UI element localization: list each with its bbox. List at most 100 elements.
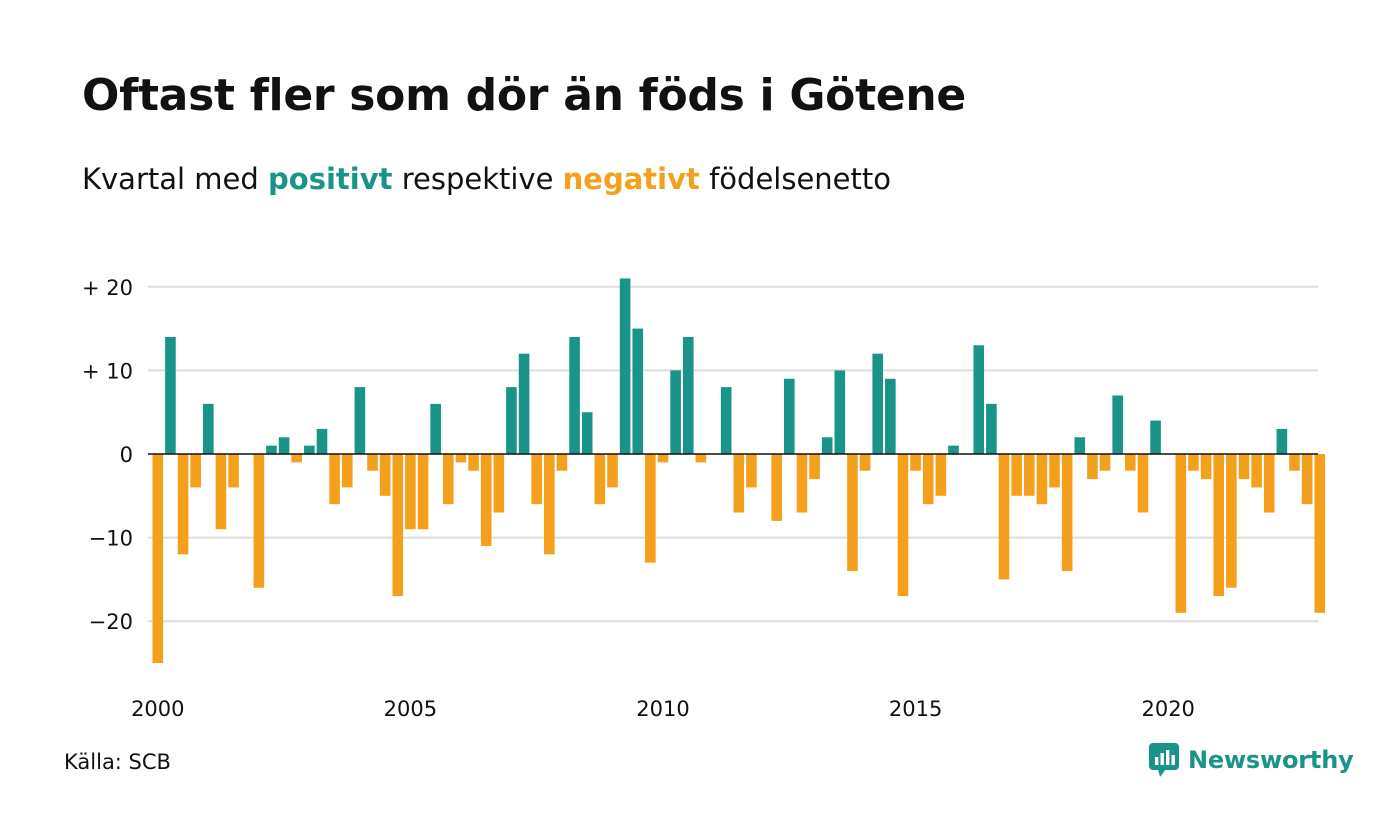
bar [847,454,858,572]
source-note: Källa: SCB [64,750,171,774]
bar [556,454,568,471]
y-tick-label: −10 [89,527,133,551]
y-axis-labels: + 20 + 10 0 −10 −20 [82,276,133,634]
bar [821,437,833,454]
bar [897,454,909,597]
bar [1301,454,1313,505]
bar [594,454,606,505]
bar [1087,454,1098,480]
bar [1061,454,1073,572]
bar [1188,454,1199,471]
bar [442,454,454,505]
bar [1200,454,1212,480]
bar [392,454,404,597]
bar [531,454,542,505]
bar [784,378,795,454]
bar [1036,454,1048,505]
bar [1074,437,1086,454]
bar [746,454,757,488]
bar [581,412,593,454]
bar [190,454,201,488]
bar [910,454,921,471]
subtitle-negative-word: negativt [562,162,700,196]
bar [885,378,896,454]
bar [316,428,328,454]
bar [341,454,353,488]
bar [720,387,732,454]
x-axis-labels: 2000 2005 2010 2015 2020 [131,697,1195,721]
bar [872,353,884,454]
bar [682,336,694,454]
bar [1150,420,1161,454]
bar [859,454,871,471]
bar [657,454,669,463]
bar [1314,454,1326,613]
bar [405,454,416,530]
subtitle-middle: respektive [392,162,563,196]
bar [809,454,820,480]
x-tick-label: 2005 [384,697,437,721]
bar [1213,454,1225,597]
bar [1175,454,1187,613]
bar [417,454,429,530]
bar [379,454,391,496]
bar [266,445,277,454]
bar [1099,454,1111,471]
bar [506,387,517,454]
bar [329,454,340,505]
bar [619,278,631,454]
grid-layer [148,285,1318,623]
x-tick-label: 2000 [131,697,184,721]
bar [518,353,530,454]
x-tick-label: 2020 [1141,697,1194,721]
bar [1276,428,1288,454]
bar [948,445,959,454]
bar-chart: + 20 + 10 0 −10 −20 2000 2005 2010 2015 2020 [82,276,1326,721]
bar [998,454,1010,580]
bar [986,403,997,454]
bar [430,403,441,454]
bar [1263,454,1275,513]
bar [733,454,745,513]
chart-title: Oftast fler som dör än föds i Götene [82,70,966,121]
bar [922,454,934,505]
bar [1226,454,1237,588]
y-tick-label: + 20 [82,276,133,300]
bar [670,370,681,454]
bar [607,454,618,488]
bar [1112,395,1123,454]
bar [493,454,505,513]
bar [1289,454,1300,471]
bar [695,454,707,463]
bar [1049,454,1060,488]
bar [291,454,303,463]
subtitle-suffix: födelsenetto [699,162,891,196]
y-tick-label: 0 [120,443,133,467]
bar [152,454,164,663]
bar [455,454,467,463]
bar [278,437,290,454]
bar [480,454,492,546]
bar [468,454,479,471]
bar [796,454,808,513]
bar [367,454,378,471]
bar [973,345,985,454]
y-tick-label: + 10 [82,359,133,383]
bar [645,454,656,563]
brand-logo: Newsworthy [1148,742,1354,778]
bar [177,454,189,555]
x-tick-label: 2015 [889,697,942,721]
bar [1251,454,1262,488]
subtitle-prefix: Kvartal med [82,162,269,196]
bar [935,454,947,496]
bar [304,445,315,454]
bar [228,454,239,488]
bar [632,328,644,454]
bar [569,336,580,454]
bar [1125,454,1136,471]
bar [1238,454,1250,480]
bar [165,336,176,454]
x-tick-label: 2010 [636,697,689,721]
bar [1023,454,1035,496]
brand-name: Newsworthy [1188,746,1354,774]
